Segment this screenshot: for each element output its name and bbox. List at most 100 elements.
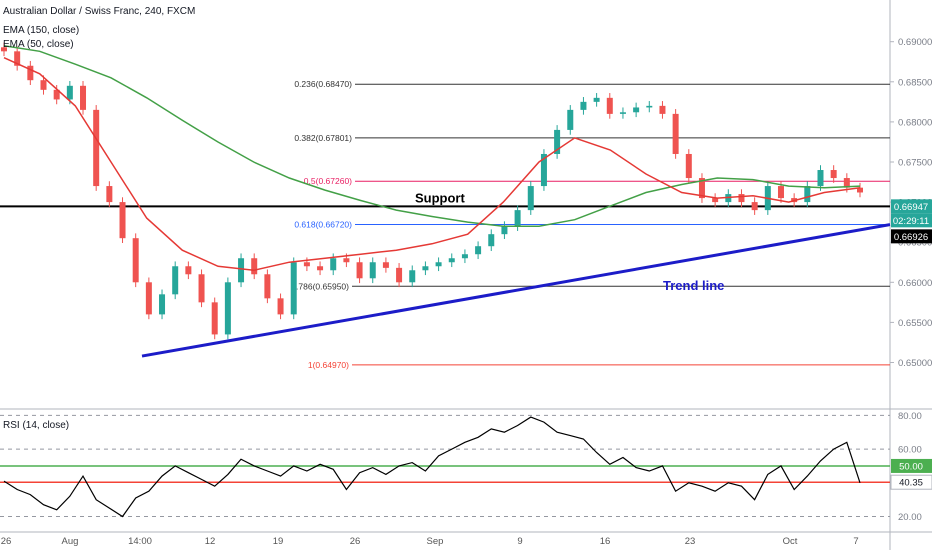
candle-body <box>738 194 745 203</box>
candle-body <box>396 267 403 283</box>
price-tick-label: 0.67500 <box>898 158 932 169</box>
ema150-line <box>3 44 861 227</box>
trend-line-label: Trend line <box>663 278 724 293</box>
candle-body <box>409 270 416 283</box>
rsi-band-box <box>891 458 932 473</box>
time-tick-label: 16 <box>600 536 611 547</box>
countdown-box <box>891 213 932 228</box>
price-tick-label: 0.66000 <box>898 278 932 289</box>
candle-body <box>830 170 837 179</box>
candle-body <box>540 153 547 187</box>
support-label: Support <box>415 190 465 205</box>
candle-body <box>843 178 850 188</box>
candle-body <box>317 266 324 271</box>
time-tick-label: 19 <box>273 536 284 547</box>
candle-body <box>159 294 166 315</box>
trend-line[interactable] <box>141 223 891 358</box>
price-tick-label: 0.68500 <box>898 77 932 88</box>
candle-body <box>488 234 495 247</box>
candle-body <box>672 113 679 154</box>
candle-body <box>303 262 310 267</box>
candle-body <box>777 186 784 199</box>
price-tick-label: 0.68000 <box>898 117 932 128</box>
price-tick-label: 0.65500 <box>898 318 932 329</box>
ema50-legend: EMA (50, close) <box>3 39 74 50</box>
rsi-band-label: 50.00 <box>899 461 923 472</box>
symbol-title: Australian Dollar / Swiss Franc, 240, FX… <box>3 6 196 17</box>
candle-body <box>475 246 482 255</box>
ema150-legend: EMA (150, close) <box>3 25 80 36</box>
candle-body <box>422 266 429 271</box>
price-tick-label: 0.69000 <box>898 37 932 48</box>
rsi-legend: RSI (14, close) <box>3 420 70 431</box>
candle-body <box>659 105 666 114</box>
fib-level-label: 0.236(0.68470) <box>294 79 352 89</box>
time-tick-label: Aug <box>62 536 79 547</box>
candle-body <box>264 274 271 299</box>
fib-level-label: 1(0.64970) <box>308 360 349 370</box>
candle-body <box>53 89 60 100</box>
candle-body <box>606 97 613 114</box>
candle-body <box>857 187 863 193</box>
candle-body <box>646 105 653 108</box>
last-price-box <box>891 199 932 214</box>
candle-body <box>80 85 87 110</box>
candle-body <box>685 153 692 179</box>
candle-body <box>461 254 468 259</box>
candle-body <box>435 262 442 267</box>
candle-body <box>145 282 152 315</box>
candle-body <box>132 238 139 283</box>
candle-body <box>290 262 297 315</box>
fib-level-label: 0.786(0.65950) <box>291 281 349 291</box>
crosshair-price-box <box>891 229 932 244</box>
rsi-value-box <box>890 474 932 490</box>
fib-level-label: 0.382(0.67801) <box>294 133 352 143</box>
time-tick-label: 26 <box>350 536 361 547</box>
time-tick-label: 23 <box>685 536 696 547</box>
candle-body <box>712 198 719 203</box>
candle-body <box>40 80 47 90</box>
candle-body <box>527 186 534 211</box>
candle-body <box>804 186 811 203</box>
candle-body <box>172 266 179 295</box>
candle-body <box>698 178 705 199</box>
fib-level-label: 0.5(0.67260) <box>304 176 352 186</box>
rsi-tick-label: 80.00 <box>898 411 922 422</box>
last-price-label: 0.66947 <box>894 202 928 213</box>
crosshair-price-label: 0.66926 <box>894 232 928 243</box>
candle-body <box>251 258 258 275</box>
rsi-tick-label: 60.00 <box>898 445 922 456</box>
candle-body <box>330 258 337 271</box>
candle-body <box>580 101 587 110</box>
fib-level-label: 0.618(0.66720) <box>294 220 352 230</box>
candle-body <box>224 282 231 335</box>
rsi-value-label: 40.35 <box>899 478 923 489</box>
candle-body <box>633 107 640 113</box>
ema50-line <box>3 57 861 272</box>
candle-body <box>619 112 626 114</box>
time-tick-label: 26 <box>1 536 12 547</box>
candle-body <box>238 258 245 283</box>
candle-body <box>343 258 350 263</box>
candle-body <box>369 262 376 279</box>
price-tick-label: 0.65000 <box>898 358 932 369</box>
time-tick-label: 9 <box>517 536 522 547</box>
candle-body <box>119 202 126 239</box>
candle-body <box>817 170 824 187</box>
time-tick-label: Oct <box>783 536 798 547</box>
candle-body <box>514 210 521 227</box>
time-tick-label: 7 <box>853 536 858 547</box>
time-tick-label: 14:00 <box>128 536 152 547</box>
candle-body <box>106 186 113 203</box>
candle-body <box>1 47 7 52</box>
candle-body <box>593 97 600 102</box>
candle-body <box>382 262 389 268</box>
candle-body <box>567 109 574 130</box>
countdown-label: 02:29:11 <box>893 216 929 227</box>
candle-body <box>211 302 218 335</box>
candle-body <box>501 226 508 235</box>
candle-body <box>356 262 363 279</box>
candle-body <box>93 109 100 187</box>
